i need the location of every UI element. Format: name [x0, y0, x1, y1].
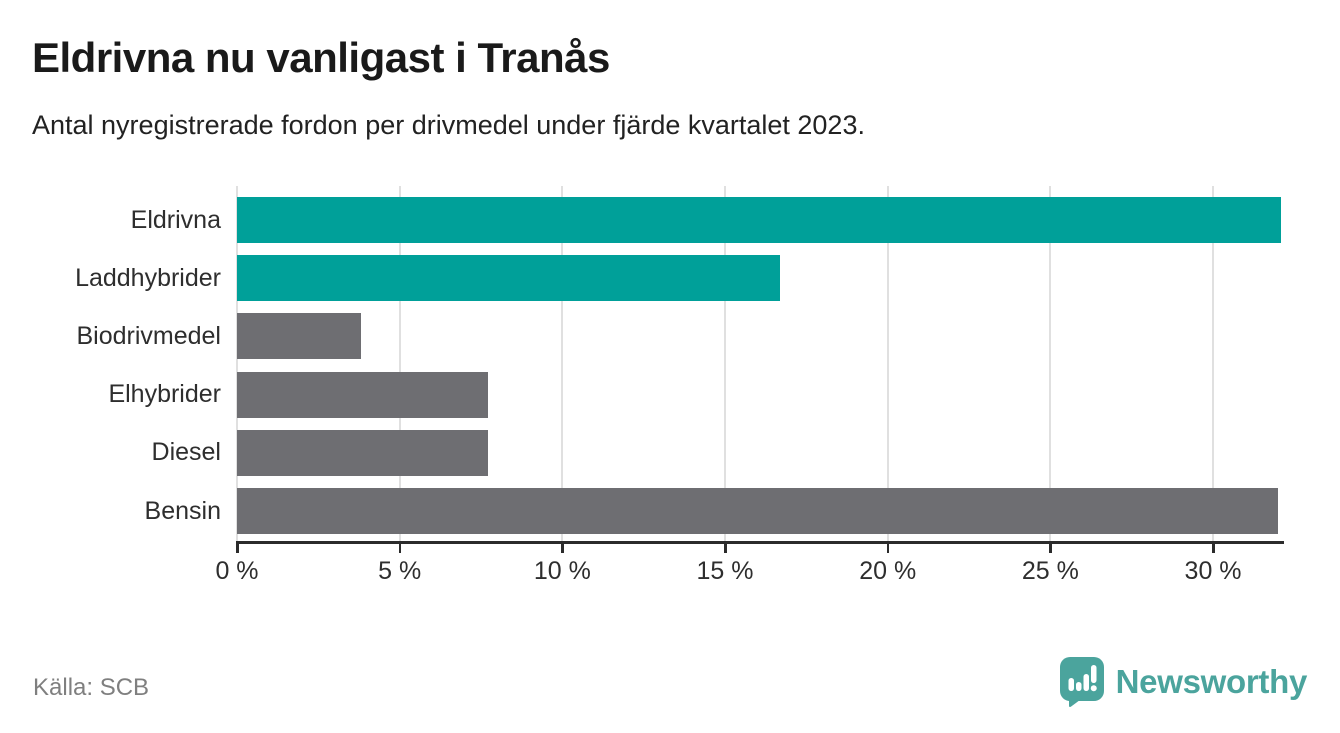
bar-laddhybrider: [237, 255, 781, 302]
x-axis-tick-label: 0 %: [215, 557, 259, 585]
gridline: [724, 186, 727, 541]
gridline: [886, 186, 889, 541]
newsworthy-logo: Newsworthy: [1059, 656, 1307, 708]
x-axis-tick-label: 30 %: [1184, 557, 1242, 585]
gridline: [1049, 186, 1052, 541]
newsworthy-chart-bubble-icon: [1059, 656, 1105, 708]
source-note: Källa: SCB: [33, 674, 150, 701]
bar-elhybrider: [237, 371, 488, 418]
category-label: Elhybrider: [108, 380, 221, 409]
page-subtitle: Antal nyregistrerade fordon per drivmede…: [32, 110, 865, 140]
axis-tick: [561, 544, 564, 553]
bar-biodrivmedel: [237, 313, 361, 360]
gridline: [561, 186, 564, 541]
x-axis-tick-label: 20 %: [859, 557, 917, 585]
axis-tick: [886, 544, 890, 553]
bar-eldrivna: [237, 197, 1282, 243]
axis-tick: [236, 544, 239, 553]
gridline: [236, 186, 238, 541]
gridline: [398, 186, 401, 541]
category-label: Diesel: [151, 438, 221, 467]
axis-tick: [1049, 544, 1052, 553]
x-axis-tick-label: 5 %: [378, 557, 422, 585]
category-labels: Eldrivna Laddhybrider Biodrivmedel Elhybrid…: [0, 186, 221, 541]
page-title: Eldrivna nu vanligast i Tranås: [32, 34, 610, 81]
bar-chart-plot: 0 % 5 % 10 % 15 % 20 % 25 % 30 %: [215, 186, 1284, 585]
category-label: Bensin: [144, 496, 221, 525]
x-axis-tick-label: 25 %: [1021, 557, 1079, 585]
category-label: Eldrivna: [130, 205, 221, 234]
x-axis-tick-label: 15 %: [696, 557, 754, 585]
newsworthy-wordmark: Newsworthy: [1115, 663, 1308, 700]
bar-bensin: [237, 488, 1279, 534]
gridline: [1212, 186, 1215, 541]
axis-tick: [1212, 544, 1215, 553]
category-label: Biodrivmedel: [76, 321, 221, 350]
axis-tick: [398, 544, 402, 553]
x-axis-line: [236, 541, 1284, 544]
category-label: Laddhybrider: [75, 263, 221, 292]
x-axis-tick-label: 10 %: [533, 557, 591, 585]
bar-diesel: [237, 429, 488, 476]
axis-tick: [724, 544, 727, 553]
